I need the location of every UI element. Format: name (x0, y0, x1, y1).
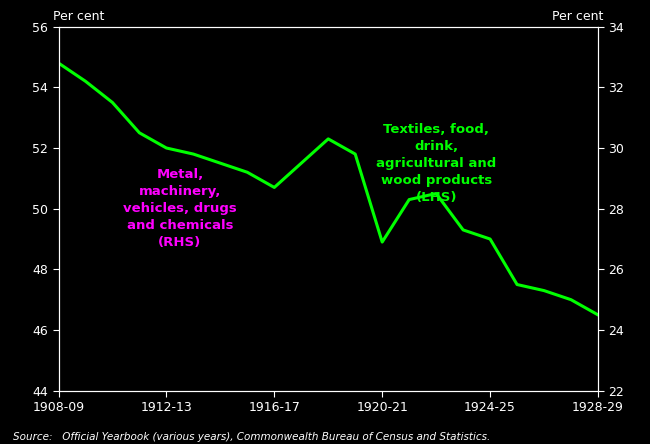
Text: Textiles, food,
drink,
agricultural and
wood products
(LHS): Textiles, food, drink, agricultural and … (376, 123, 497, 204)
Text: Metal,
machinery,
vehicles, drugs
and chemicals
(RHS): Metal, machinery, vehicles, drugs and ch… (123, 168, 237, 249)
Text: Per cent: Per cent (53, 10, 105, 23)
Text: Per cent: Per cent (552, 10, 603, 23)
Text: Source:   Official Yearbook (various years), Commonwealth Bureau of Census and S: Source: Official Yearbook (various years… (13, 432, 490, 442)
